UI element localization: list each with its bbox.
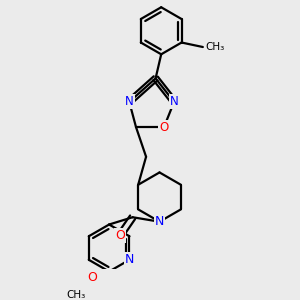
Text: N: N bbox=[125, 95, 134, 108]
Text: N: N bbox=[125, 253, 134, 266]
Text: O: O bbox=[116, 229, 125, 242]
Text: CH₃: CH₃ bbox=[205, 42, 224, 52]
Text: O: O bbox=[87, 271, 97, 284]
Text: N: N bbox=[170, 95, 178, 108]
Text: CH₃: CH₃ bbox=[66, 290, 85, 300]
Text: N: N bbox=[155, 215, 164, 228]
Text: O: O bbox=[159, 121, 169, 134]
